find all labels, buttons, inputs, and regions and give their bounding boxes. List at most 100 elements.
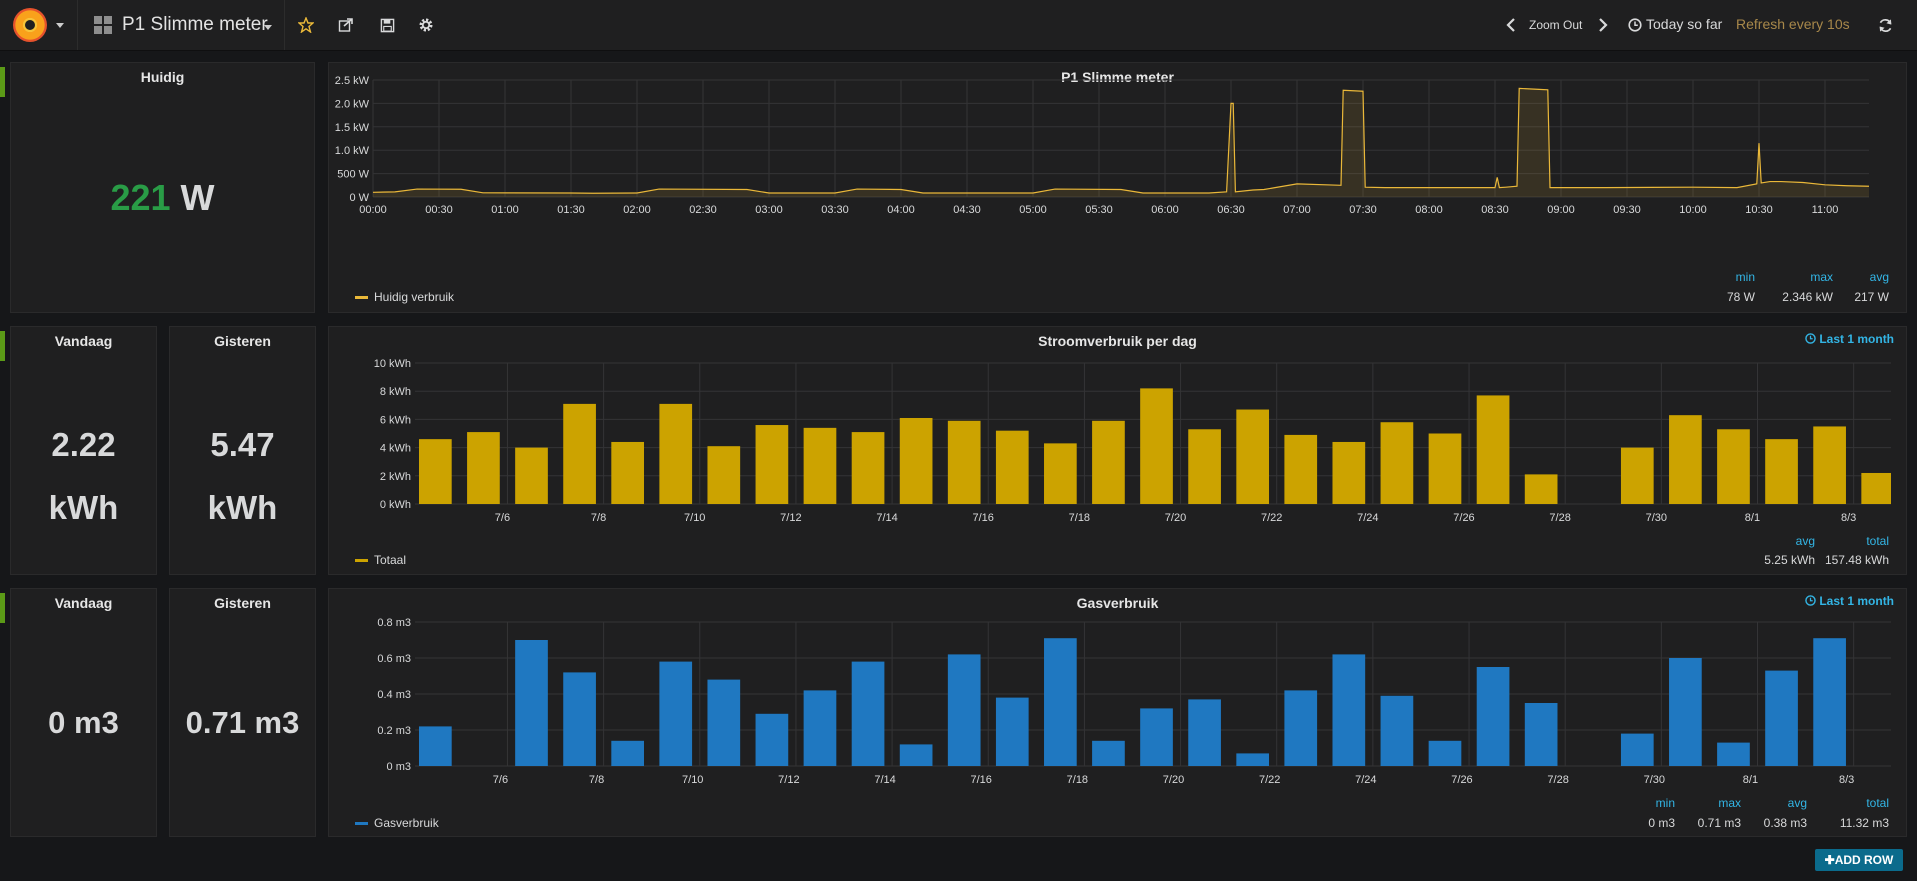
panel-title[interactable]: P1 Slimme meter xyxy=(1061,69,1174,85)
bar-7-27[interactable] xyxy=(1476,395,1510,504)
bar-7-24[interactable] xyxy=(1332,654,1366,766)
bar-7-18[interactable] xyxy=(1044,638,1077,766)
gas-daily-chart[interactable]: 0 m3 0.2 m3 0.4 m3 0.6 m3 0.8 m3 7/6 7/8 7/10 7/… xyxy=(329,589,1908,838)
legend-header-max[interactable]: max xyxy=(1810,270,1833,284)
bar-8-1[interactable] xyxy=(1717,429,1750,504)
bar-7-23[interactable] xyxy=(1284,434,1318,504)
bar-7-7[interactable] xyxy=(515,640,548,766)
bar-7-25[interactable] xyxy=(1380,422,1414,504)
bar-7-17[interactable] xyxy=(995,430,1029,504)
legend-series-label[interactable]: Totaal xyxy=(374,553,407,567)
panel-title[interactable]: Gisteren xyxy=(214,595,271,611)
bar-7-14[interactable] xyxy=(851,661,885,766)
bar-7-10[interactable] xyxy=(659,661,693,766)
bar-7-28[interactable] xyxy=(1524,703,1558,766)
bar-7-30[interactable] xyxy=(1620,733,1654,766)
panel-title[interactable]: Gasverbruik xyxy=(1076,595,1159,611)
legend-header-max[interactable]: max xyxy=(1718,796,1741,810)
legend-header-avg[interactable]: avg xyxy=(1795,534,1815,548)
bar-7-24[interactable] xyxy=(1332,441,1366,504)
dashboard-picker[interactable]: P1 Slimme meter xyxy=(78,0,285,50)
bar-7-5[interactable] xyxy=(419,439,452,504)
bar-7-11[interactable] xyxy=(707,679,741,766)
bar-7-10[interactable] xyxy=(659,403,693,504)
bar-7-16[interactable] xyxy=(947,654,981,766)
bar-7-19[interactable] xyxy=(1092,420,1125,504)
panel-title[interactable]: Vandaag xyxy=(54,333,113,349)
chevron-left-icon[interactable] xyxy=(1496,0,1526,50)
bar-8-2[interactable] xyxy=(1765,670,1798,766)
bar-7-16[interactable] xyxy=(947,420,981,504)
legend-header-total[interactable]: total xyxy=(1866,534,1889,548)
bar-7-31[interactable] xyxy=(1669,415,1702,504)
bar-7-14[interactable] xyxy=(851,432,885,504)
share-icon[interactable] xyxy=(331,0,361,50)
grafana-logo-icon[interactable] xyxy=(13,8,47,42)
star-icon[interactable] xyxy=(291,0,321,50)
chevron-right-icon[interactable] xyxy=(1588,0,1618,50)
bar-8-1[interactable] xyxy=(1717,742,1750,766)
row-marker[interactable] xyxy=(0,331,5,361)
bar-8-2[interactable] xyxy=(1765,439,1798,504)
bar-7-12[interactable] xyxy=(755,713,789,766)
legend-header-avg[interactable]: avg xyxy=(1869,270,1889,284)
bar-7-15[interactable] xyxy=(899,744,933,766)
bar-7-25[interactable] xyxy=(1380,695,1414,766)
refresh-interval[interactable]: Refresh every 10s xyxy=(1736,16,1850,32)
panel-title[interactable]: Vandaag xyxy=(54,595,113,611)
bar-7-22[interactable] xyxy=(1236,409,1270,504)
bar-7-30[interactable] xyxy=(1620,447,1654,504)
bar-7-5[interactable] xyxy=(419,726,452,766)
bar-7-13[interactable] xyxy=(803,427,837,504)
panel-title[interactable]: Gisteren xyxy=(214,333,271,349)
bar-7-17[interactable] xyxy=(995,697,1029,766)
bar-7-15[interactable] xyxy=(899,417,933,504)
panel-title[interactable]: Stroomverbruik per dag xyxy=(1038,333,1197,349)
dashboard-title[interactable]: P1 Slimme meter xyxy=(122,14,268,35)
legend-header-min[interactable]: min xyxy=(1655,796,1675,810)
add-row-button[interactable]: ✚ADD ROW xyxy=(1815,849,1903,871)
bar-7-8[interactable] xyxy=(563,403,596,504)
bar-7-11[interactable] xyxy=(707,446,741,504)
panel-title[interactable]: Huidig xyxy=(140,69,185,85)
bar-7-28[interactable] xyxy=(1524,474,1558,504)
bar-7-26[interactable] xyxy=(1428,740,1462,766)
power-daily-chart[interactable]: 0 kWh 2 kWh 4 kWh 6 kWh 8 kWh 10 kWh 7/6 7/8 7/1… xyxy=(329,327,1908,576)
bar-8-3[interactable] xyxy=(1813,426,1846,504)
bar-7-19[interactable] xyxy=(1092,740,1125,766)
bar-7-21[interactable] xyxy=(1188,429,1221,504)
save-icon[interactable] xyxy=(372,0,402,50)
bar-7-31[interactable] xyxy=(1669,658,1702,766)
zoom-out-button[interactable]: Zoom Out xyxy=(1529,18,1583,32)
realtime-power-chart[interactable]: 0 W 500 W 1.0 kW 1.5 kW 2.0 kW 2.5 kW 00:00 00:… xyxy=(329,63,1908,314)
clock-icon[interactable] xyxy=(1621,0,1649,50)
bar-7-20[interactable] xyxy=(1140,388,1173,504)
legend-header-total[interactable]: total xyxy=(1866,796,1889,810)
bar-7-20[interactable] xyxy=(1140,708,1173,766)
bar-7-23[interactable] xyxy=(1284,690,1318,766)
bar-7-26[interactable] xyxy=(1428,433,1462,505)
bar-7-22[interactable] xyxy=(1236,753,1270,766)
row-marker[interactable] xyxy=(0,593,5,623)
bar-8-4[interactable] xyxy=(1861,472,1891,504)
bar-7-9[interactable] xyxy=(611,441,645,504)
grafana-menu[interactable] xyxy=(0,0,78,50)
row-marker[interactable] xyxy=(0,67,5,97)
bar-7-21[interactable] xyxy=(1188,699,1221,766)
bar-7-9[interactable] xyxy=(611,740,645,766)
bar-8-3[interactable] xyxy=(1813,638,1846,766)
legend-header-min[interactable]: min xyxy=(1735,270,1755,284)
gear-icon[interactable] xyxy=(411,0,441,50)
bar-7-8[interactable] xyxy=(563,672,596,766)
bar-7-7[interactable] xyxy=(515,447,548,504)
time-range-picker[interactable]: Today so far xyxy=(1646,16,1723,32)
bar-7-13[interactable] xyxy=(803,690,837,766)
bar-7-12[interactable] xyxy=(755,425,789,504)
bar-7-27[interactable] xyxy=(1476,667,1510,766)
legend-series-label[interactable]: Gasverbruik xyxy=(374,816,439,830)
bar-7-18[interactable] xyxy=(1044,443,1077,504)
refresh-icon[interactable] xyxy=(1870,0,1900,50)
bar-7-6[interactable] xyxy=(467,432,500,504)
series-line-huidig-verbruik[interactable] xyxy=(372,87,1870,194)
legend-header-avg[interactable]: avg xyxy=(1787,796,1807,810)
